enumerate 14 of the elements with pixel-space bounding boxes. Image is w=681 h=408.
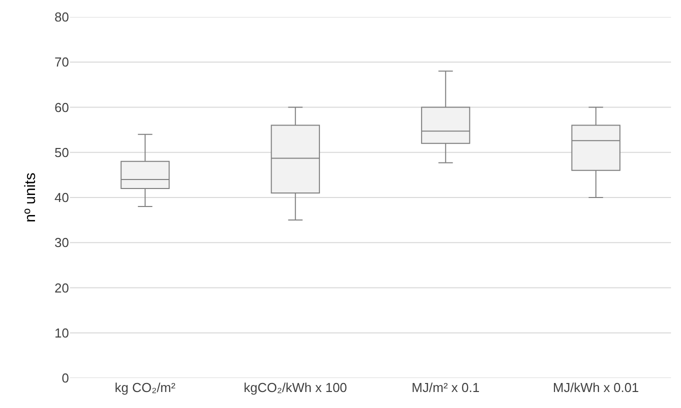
y-axis-title: nº units (22, 172, 39, 222)
y-tick-label: 70 (54, 54, 69, 70)
y-tick-label: 0 (62, 370, 69, 386)
y-tick-label: 20 (54, 280, 69, 296)
x-tick-label: MJ/m² x 0.1 (412, 380, 480, 395)
y-tick-label: 80 (54, 10, 69, 25)
x-tick-label: kgCO₂/kWh x 100 (244, 380, 348, 395)
y-tick-label: 10 (54, 325, 69, 340)
x-tick-label: MJ/kWh x 0.01 (552, 380, 639, 395)
y-tick-label: 40 (54, 190, 69, 206)
y-tick-label: 60 (54, 100, 69, 115)
x-tick-label: kg CO₂/m² (114, 380, 176, 395)
y-tick-label: 50 (54, 144, 69, 160)
y-tick-label: 30 (54, 235, 69, 250)
